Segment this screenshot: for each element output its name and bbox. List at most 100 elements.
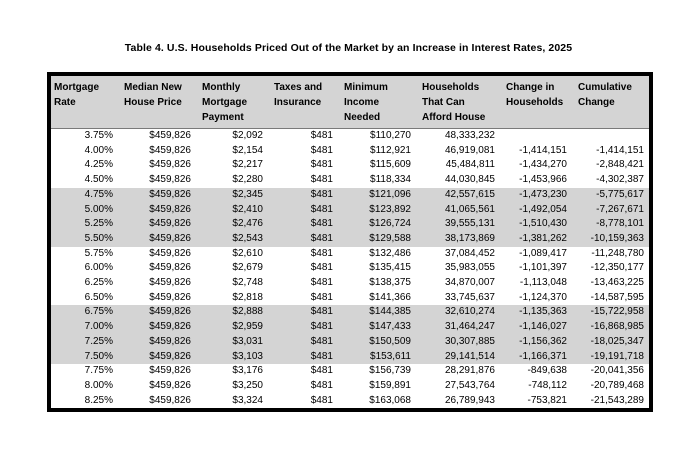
column-header-mortgage-rate: Mortgage Rate [51, 76, 121, 129]
table-cell-taxes-and-insurance: $481 [310, 130, 333, 141]
table-cell-monthly-mortgage-payment: $3,250 [232, 379, 263, 391]
table-cell-mortgage-rate: 6.75% [84, 306, 113, 318]
table-cell-median-new-house-price: $459,826 [149, 379, 191, 391]
column-header-line: That Can [422, 97, 465, 108]
table-cell-mortgage-rate: 7.00% [84, 321, 113, 333]
table-cell-taxes-and-insurance: $481 [310, 203, 333, 215]
table-cell-taxes-and-insurance: $481 [310, 144, 333, 156]
table-row: 7.50% $459,826 $3,103 $481 $153,611 29,141,51… [51, 349, 649, 365]
table-cell-minimum-income-needed: $138,375 [369, 277, 411, 289]
priced-out-table-frame: Mortgage Rate Median New House Price Monthly… [47, 72, 653, 413]
column-header-line: Insurance [274, 97, 322, 108]
table-cell-mortgage-rate: 7.75% [84, 365, 113, 377]
table-cell-minimum-income-needed: $147,433 [369, 321, 411, 333]
table-cell-cumulative-change: -20,041,356 [590, 365, 644, 377]
column-header-line: Change in [506, 82, 555, 93]
table-cell-mortgage-rate: 5.25% [84, 218, 113, 230]
table-body: 3.75% $459,826 $2,092 $481 $110,270 48,333,23… [51, 129, 649, 409]
table-cell-median-new-house-price: $459,826 [149, 394, 191, 406]
table-cell-change-in-households: -1,166,371 [519, 350, 567, 362]
table-cell-households-that-can-afford-house: 37,084,452 [444, 247, 495, 259]
table-cell-cumulative-change: -1,414,151 [596, 144, 644, 156]
table-cell-households-that-can-afford-house: 29,141,514 [444, 350, 495, 362]
table-cell-change-in-households: -1,135,363 [519, 306, 567, 318]
table-cell-median-new-house-price: $459,826 [149, 350, 191, 362]
table-row: 6.25% $459,826 $2,748 $481 $138,375 34,870,00… [51, 276, 649, 291]
table-row: 5.25% $459,826 $2,476 $481 $126,724 39,555,13… [51, 217, 649, 232]
table-row: 5.75% $459,826 $2,610 $481 $132,486 37,084,45… [51, 247, 649, 262]
table-cell-cumulative-change [575, 129, 649, 144]
table-cell-monthly-mortgage-payment: $2,154 [232, 144, 263, 156]
table-cell-cumulative-change: -15,722,958 [590, 306, 644, 318]
table-cell-minimum-income-needed: $123,892 [369, 203, 411, 215]
table-cell-minimum-income-needed: $132,486 [369, 247, 411, 259]
table-cell-monthly-mortgage-payment: $2,543 [232, 232, 263, 244]
table-cell-mortgage-rate: 5.75% [84, 247, 113, 259]
column-header-median-new-house-price: Median New House Price [121, 76, 199, 129]
table-cell-cumulative-change: -19,191,718 [590, 350, 644, 362]
table-cell-households-that-can-afford-house: 30,307,885 [444, 335, 495, 347]
table-cell-minimum-income-needed: $150,509 [369, 335, 411, 347]
table-cell-households-that-can-afford-house: 34,870,007 [444, 277, 495, 289]
table-title: Table 4. U.S. Households Priced Out of t… [124, 42, 573, 54]
column-header-line: Income [344, 97, 380, 108]
table-row: 8.00% $459,826 $3,250 $481 $159,891 27,543,76… [51, 379, 649, 394]
column-header-line: Households [506, 97, 564, 108]
table-row: 7.75% $459,826 $3,176 $481 $156,739 28,291,87… [51, 364, 649, 379]
table-cell-mortgage-rate: 4.50% [84, 174, 113, 186]
table-cell-households-that-can-afford-house: 45,484,811 [445, 159, 495, 171]
table-cell-median-new-house-price: $459,826 [149, 277, 191, 289]
table-cell-change-in-households: -1,101,397 [519, 262, 567, 274]
table-cell-monthly-mortgage-payment: $2,959 [232, 321, 263, 333]
table-cell-cumulative-change: -2,848,421 [596, 159, 644, 171]
table-cell-change-in-households: -1,146,027 [519, 321, 567, 333]
table-cell-mortgage-rate: 4.00% [84, 144, 113, 156]
column-header-line: Needed [344, 112, 381, 123]
table-cell-mortgage-rate: 8.00% [84, 379, 113, 391]
table-cell-households-that-can-afford-house: 38,173,869 [444, 232, 495, 244]
table-cell-taxes-and-insurance: $481 [310, 350, 333, 362]
table-cell-cumulative-change: -13,463,225 [590, 277, 644, 289]
table-cell-change-in-households: -1,089,417 [519, 247, 567, 259]
table-cell-households-that-can-afford-house: 27,543,764 [444, 379, 495, 391]
table-header-row: Mortgage Rate Median New House Price Monthly… [51, 76, 649, 129]
table-cell-minimum-income-needed: $159,891 [369, 379, 411, 391]
table-cell-mortgage-rate: 5.00% [84, 203, 113, 215]
table-cell-households-that-can-afford-house: 35,983,055 [444, 262, 495, 274]
table-cell-taxes-and-insurance: $481 [310, 291, 333, 303]
table-cell-households-that-can-afford-house: 33,745,637 [444, 291, 495, 303]
table-row: 6.75% $459,826 $2,888 $481 $144,385 32,610,27… [51, 305, 649, 321]
table-cell-monthly-mortgage-payment: $3,031 [232, 335, 263, 347]
table-row: 4.00% $459,826 $2,154 $481 $112,921 46,919,08… [51, 144, 649, 159]
table-cell-cumulative-change: -7,267,671 [596, 203, 644, 215]
table-cell-taxes-and-insurance: $481 [310, 277, 333, 289]
table-cell-taxes-and-insurance: $481 [310, 262, 333, 274]
table-cell-minimum-income-needed: $144,385 [369, 306, 411, 318]
table-cell-median-new-house-price: $459,826 [149, 218, 191, 230]
column-header-line: Taxes and [274, 82, 323, 93]
table-cell-taxes-and-insurance: $481 [310, 394, 333, 406]
table-cell-median-new-house-price: $459,826 [149, 321, 191, 333]
table-cell-taxes-and-insurance: $481 [310, 174, 333, 186]
table-cell-households-that-can-afford-house: 31,464,247 [444, 321, 495, 333]
table-row: 6.00% $459,826 $2,679 $481 $135,415 35,983,05… [51, 261, 649, 276]
column-header-line: Payment [202, 112, 244, 123]
table-row: 7.00% $459,826 $2,959 $481 $147,433 31,464,24… [51, 320, 649, 335]
table-cell-cumulative-change: -16,868,985 [590, 321, 644, 333]
column-header-line: Households [422, 82, 480, 93]
table-cell-mortgage-rate: 8.25% [84, 394, 113, 406]
column-header-line: Median New [124, 82, 182, 93]
table-cell-change-in-households: -1,414,151 [519, 144, 567, 156]
column-header-line: Afford House [422, 112, 486, 123]
column-header-line: Cumulative [578, 82, 632, 93]
table-cell-minimum-income-needed: $126,724 [369, 218, 411, 230]
table-cell-mortgage-rate: 6.00% [84, 262, 113, 274]
column-header-minimum-income-needed: Minimum Income Needed [341, 76, 419, 129]
column-header-monthly-mortgage-payment: Monthly Mortgage Payment [199, 76, 271, 129]
table-cell-change-in-households: -1,124,370 [519, 291, 567, 303]
table-cell-minimum-income-needed: $141,366 [369, 291, 411, 303]
table-cell-cumulative-change: -12,350,177 [590, 262, 644, 274]
table-cell-change-in-households: -748,112 [528, 379, 567, 391]
table-cell-median-new-house-price: $459,826 [149, 291, 191, 303]
table-cell-households-that-can-afford-house: 42,557,615 [444, 188, 495, 200]
